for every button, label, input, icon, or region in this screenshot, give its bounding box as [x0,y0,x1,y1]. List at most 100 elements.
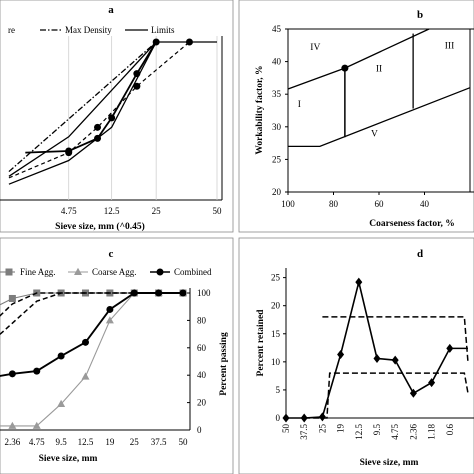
panel-c-data-point [81,372,90,380]
panel-d-y-tick-label: 5 [276,385,281,395]
panel-b-y-tick-label: 30 [272,122,282,132]
panel-c-data-point [179,289,187,297]
panel-d-data-point [446,343,454,353]
panel-b-x-tick-label: 60 [375,199,385,209]
panel-c-y-tick-label: 40 [197,370,207,380]
panel-a-x-tick-label: 12.5 [104,206,120,216]
panel-a-data-point [133,82,141,90]
panel-b-y-axis-label: Workability factor, % [255,65,265,154]
panel-b-x-axis-label: Coarseness factor, % [369,219,454,229]
panel-c-y-tick-label: 0 [197,425,202,435]
panel-c-x-tick-label: 12.5 [78,437,94,447]
panel-a-label: a [108,4,114,16]
panel-c-x-tick-label: 9.5 [56,437,68,447]
panel-b-zone-label: I [298,100,301,110]
panel-b-zone-label: IV [310,43,320,53]
panel-c-legend-label: Coarse Agg. [92,267,137,277]
panel-c-legend-label: Fine Agg. [20,267,56,277]
panel-a-legend-label: re [8,25,15,35]
panel-d-data-point [373,353,381,363]
panel-a-series-line [8,41,217,177]
panel-d-x-tick-label: 25 [317,424,327,434]
panel-d-y-axis-label: Percent retained [256,309,266,377]
panel-d-data-point [318,412,326,422]
panel-c-data-point [57,399,66,407]
panel-b-y-tick-label: 40 [272,57,282,67]
panel-c-data-point [8,370,16,378]
panel-b-y-tick-label: 35 [272,89,282,99]
panel-d-limit-line [304,372,469,419]
panel-c-x-axis-label: Sieve size, mm [39,454,98,464]
panel-c-data-point [82,338,89,346]
panel-b-y-tick-label: 45 [272,24,282,34]
panel-a-legend-label: Limits [151,25,175,35]
panel-c-x-tick-label: 4.75 [29,437,45,447]
panel-b-x-tick-label: 40 [420,199,430,209]
panel-d-data-point [409,388,417,398]
panel-a-legend-label: Max Density [65,25,112,35]
panel-b-y-tick-label: 25 [272,154,282,164]
panel-d-data-point [337,350,345,360]
panel-d-x-tick-label: 37.5 [299,424,309,440]
panel-d-y-tick-label: 25 [271,273,281,283]
panel-c-frame [0,237,234,474]
panel-d-x-tick-label: 19 [336,424,346,434]
panel-c-y-tick-label: 100 [197,288,211,298]
panel-b-zone-label: III [445,42,455,52]
panel-d-label: d [417,248,423,260]
panel-b-y-tick-label: 20 [272,187,282,197]
panel-c-x-tick-label: 19 [105,437,115,447]
panel-a-series-line [8,41,190,179]
panel-a-series-line [25,41,157,154]
panel-d-x-axis-label: Sieve size, mm [360,458,419,468]
panel-c-legend-marker [5,268,13,276]
panel-c-data-point [8,421,17,429]
panel-d-y-tick-label: 0 [276,413,281,423]
panel-a-series-line [8,41,157,185]
panel-c-y-tick-label: 20 [197,398,207,408]
panel-c-data-point [106,305,114,313]
panel-c-y-tick-label: 60 [197,343,207,353]
panel-c-x-tick-label: 25 [130,437,140,447]
panel-c-y-tick-label: 80 [197,315,207,325]
panel-a-x-tick-label: 4.75 [61,206,77,216]
panel-c-legend-marker [74,267,82,275]
panel-c-data-point [8,294,16,302]
panel-d-x-tick-label: 0.6 [445,424,455,436]
panel-d-data-point [282,413,290,423]
panel-c-legend-marker [156,268,164,276]
panel-c-y-axis-label: Percent passing [219,332,229,396]
panel-b-data-point [341,64,349,72]
panel-a-x-axis-label: Sieve size, mm (^0.45) [55,221,145,232]
panel-c-data-point [57,352,65,360]
panel-d-x-tick-label: 9.5 [372,424,382,436]
panel-d-x-tick-label: 4.75 [390,424,400,440]
panel-b-lower-boundary [288,87,471,148]
panel-c-data-point [105,316,114,324]
panel-d-limit-line [322,316,469,363]
panel-c-data-point [32,421,41,429]
panel-d-x-tick-label: 50 [281,424,291,434]
panel-a-x-tick-label: 25 [152,206,162,216]
panel-c-x-tick-label: 2.36 [5,437,21,447]
panel-b-zone-label: II [376,64,382,74]
panel-d-data-point [355,277,363,287]
panel-d-data-point [391,355,399,365]
panel-a-data-point [108,114,116,122]
panel-a-data-point [185,38,193,46]
panel-c-x-tick-label: 50 [179,437,189,447]
panel-c-limit-line [0,292,183,317]
panel-c-x-tick-label: 37.5 [151,437,167,447]
panel-d-data-point [428,378,436,388]
panel-a-data-point [94,123,102,131]
panel-c-label: c [109,248,114,260]
panel-a-series-line [8,41,157,173]
panel-a-x-tick-label: 50 [213,206,223,216]
panel-b-x-tick-label: 100 [281,199,295,209]
panel-c-series-line [0,292,183,427]
panel-b-zone-label: V [371,130,378,140]
panel-b-label: b [417,9,423,21]
panel-d-y-tick-label: 15 [271,329,281,339]
panel-d-x-tick-label: 1.18 [427,424,437,440]
panel-d-x-tick-label: 2.36 [408,424,418,440]
